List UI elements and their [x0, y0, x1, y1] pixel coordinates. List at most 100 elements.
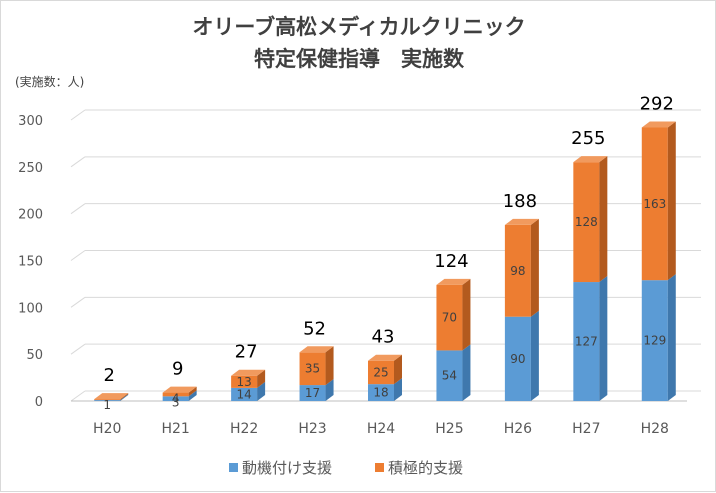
x-tick-label: H23	[298, 421, 326, 437]
chart-subtitle: 特定保健指導 実施数	[254, 47, 464, 71]
legend-label-motivation: 動機付け支援	[242, 459, 333, 477]
bar-top-face	[504, 218, 539, 225]
bar-segment-side	[394, 378, 402, 401]
grid-line-depth	[70, 156, 86, 168]
bar-segment-side	[188, 386, 197, 397]
y-tick-label: 200	[18, 208, 43, 223]
data-label: 129	[643, 334, 666, 348]
total-label: 292	[640, 93, 674, 114]
x-tick-label: H22	[230, 421, 258, 437]
total-label: 124	[434, 251, 468, 272]
grid-line-depth	[70, 296, 86, 308]
legend-label-active: 積極的支援	[388, 459, 464, 477]
bar-segment-side	[530, 310, 539, 401]
x-tick-label: H25	[435, 421, 463, 437]
data-label: 127	[575, 335, 598, 349]
bar-segment-side	[462, 278, 471, 351]
legend-swatch-orange	[375, 463, 384, 472]
bar-segment	[299, 385, 326, 401]
data-label: 98	[510, 264, 525, 278]
total-label: 27	[235, 342, 258, 363]
y-tick-label: 100	[18, 301, 43, 316]
bar-segment	[94, 399, 121, 401]
data-label: 13	[236, 375, 251, 389]
y-tick-label: 300	[18, 114, 43, 129]
total-label: 9	[172, 359, 183, 380]
bar-segment	[641, 127, 668, 281]
data-label: 163	[643, 197, 666, 211]
bar-segment-side	[120, 393, 129, 401]
bar-top-face	[231, 369, 266, 376]
bar-segment	[368, 384, 394, 401]
y-tick-label: 250	[18, 161, 43, 176]
total-label: 255	[571, 128, 605, 149]
data-label: 54	[442, 369, 457, 383]
y-tick-label: 0	[35, 395, 43, 410]
bar-segment	[162, 396, 189, 401]
grid-line-depth	[70, 343, 86, 355]
bar-segment	[231, 375, 258, 388]
bar-segment	[231, 387, 258, 401]
bar-segment	[299, 352, 326, 386]
bar-top-face	[368, 354, 402, 361]
bar-segment-side	[599, 276, 608, 401]
data-label: 14	[236, 387, 251, 401]
bar-segment-side	[667, 274, 676, 401]
bar-segment-side	[257, 369, 266, 388]
bar-segment-side	[257, 381, 266, 401]
bar-segment	[641, 280, 668, 401]
bar-segment-side	[325, 379, 334, 401]
total-label: 188	[503, 191, 537, 212]
x-tick-label: H26	[504, 421, 532, 437]
data-label: 1	[103, 398, 111, 412]
bar-segment	[436, 350, 463, 401]
legend-item-active: 積極的支援	[375, 457, 463, 478]
bar-segment-side	[394, 354, 402, 385]
legend-swatch-blue	[229, 463, 238, 472]
unit-label: (実施数：人)	[15, 75, 85, 89]
data-label: 35	[305, 362, 320, 376]
x-tick-label: H21	[161, 421, 189, 437]
data-label: 25	[373, 365, 388, 379]
data-label: 4	[172, 392, 180, 406]
x-tick-label: H28	[641, 421, 669, 437]
bar-segment-side	[188, 390, 197, 401]
x-tick-label: H24	[367, 421, 395, 437]
bar-segment	[162, 392, 189, 397]
bar-segment	[504, 224, 531, 317]
data-label: 70	[442, 311, 457, 325]
bar-segment-side	[325, 346, 334, 386]
total-label: 2	[103, 365, 114, 386]
grid-line-depth	[70, 250, 86, 261]
bar-top-face	[299, 346, 334, 353]
grid-line-depth	[70, 109, 86, 121]
bar-top-face	[641, 121, 676, 128]
data-label: 90	[510, 352, 525, 366]
bar-segment-side	[120, 394, 129, 401]
data-label: 3	[172, 395, 180, 409]
bar-segment	[504, 316, 531, 401]
legend-item-motivation: 動機付け支援	[229, 457, 332, 478]
data-label: 18	[373, 386, 388, 400]
x-tick-label: H27	[572, 421, 600, 437]
data-label: 128	[575, 215, 598, 229]
total-label: 43	[372, 327, 395, 348]
bar-segment-side	[599, 156, 608, 283]
bar-top-face	[162, 386, 197, 393]
y-tick-label: 50	[26, 348, 43, 363]
grid-line-depth	[70, 390, 86, 402]
bar-segment-side	[530, 218, 539, 317]
grid-line-depth	[70, 203, 86, 215]
bar-top-face	[436, 278, 471, 285]
bar-segment	[368, 360, 394, 385]
bar-segment-side	[667, 121, 676, 281]
bar-segment	[436, 284, 463, 351]
bar-top-face	[573, 156, 608, 163]
bar-top-face	[94, 393, 129, 400]
chart-title: オリーブ高松メディカルクリニック	[192, 15, 526, 39]
bar-segment	[573, 162, 600, 283]
bar-segment	[94, 400, 121, 401]
total-label: 52	[303, 318, 326, 339]
